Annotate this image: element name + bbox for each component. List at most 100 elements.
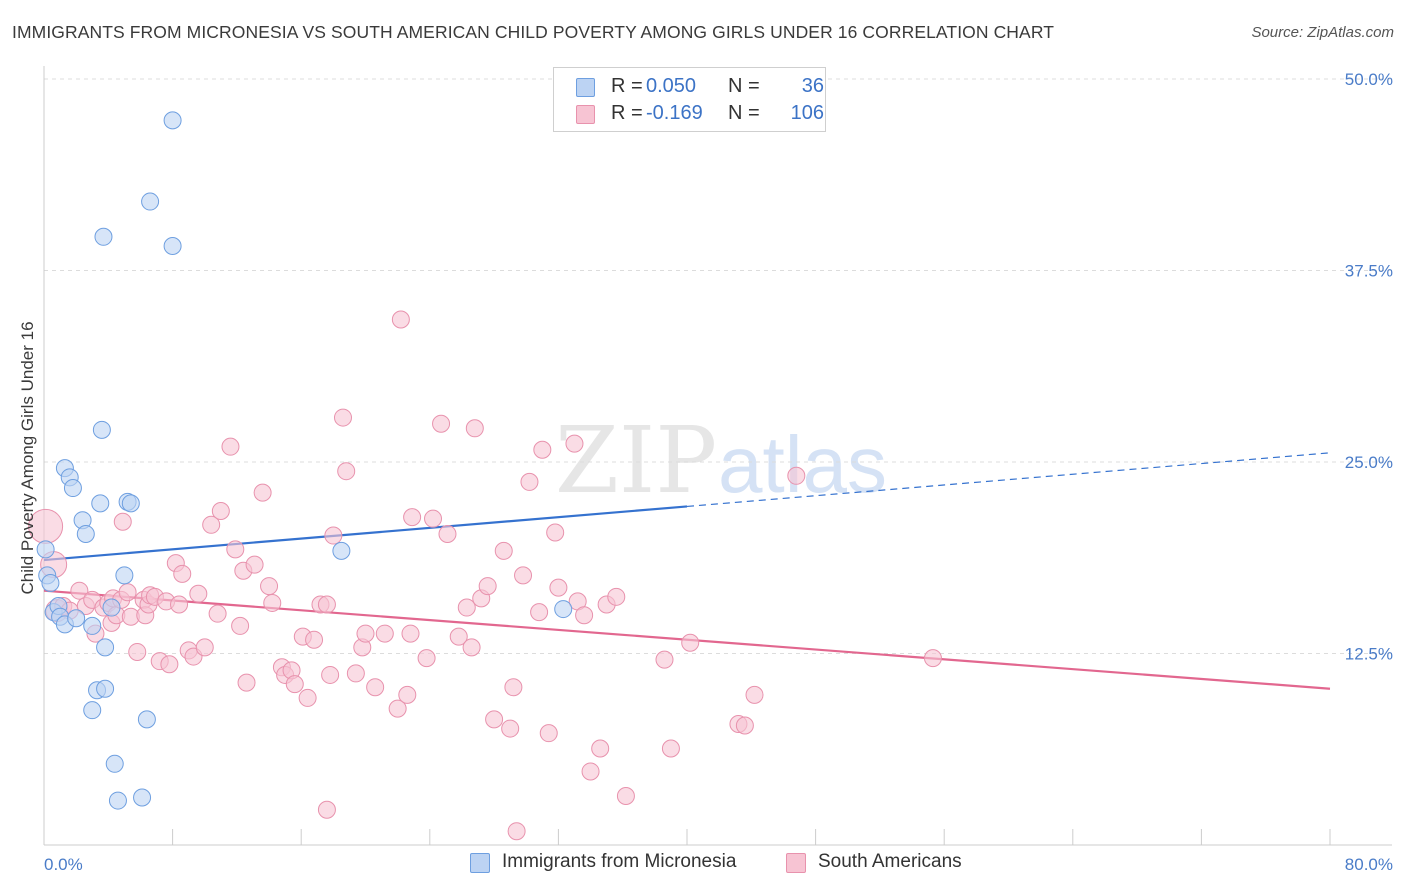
south-american-point <box>530 603 549 622</box>
y-tick-label: 50.0% <box>1345 70 1393 89</box>
micronesia-point <box>105 754 124 773</box>
y-tick-label: 25.0% <box>1345 453 1393 472</box>
micronesia-trend-line <box>43 505 688 562</box>
south-american-point <box>237 673 256 692</box>
south-american-point <box>285 675 304 694</box>
south-american-point <box>923 649 942 668</box>
south-american-point <box>616 786 635 805</box>
south-american-point <box>346 664 365 683</box>
south-american-point <box>787 466 806 485</box>
tick-labels: 12.5% 25.0% 37.5% 50.0% 0.0% 80.0% <box>44 70 1393 874</box>
south-american-point <box>607 587 626 606</box>
legend-n-label: N = <box>728 75 760 97</box>
legend-swatch-pink <box>576 105 595 124</box>
axes <box>43 66 1392 846</box>
south-american-point <box>298 688 317 707</box>
micronesia-point <box>92 420 111 439</box>
south-american-point <box>231 616 250 635</box>
south-american-point <box>211 502 230 521</box>
south-american-point <box>745 685 764 704</box>
micronesia-point <box>554 600 573 619</box>
micronesia-point <box>96 638 115 657</box>
micronesia-point <box>141 192 160 211</box>
south-american-point <box>324 526 343 545</box>
south-american-point <box>398 685 417 704</box>
legend-n-label: N = <box>728 102 760 124</box>
south-american-point <box>417 649 436 668</box>
south-american-point <box>260 577 279 596</box>
south-american-point <box>507 822 526 841</box>
legend-n-value: 106 <box>790 102 824 124</box>
south-american-point <box>317 800 336 819</box>
bottom-legend-label: Immigrants from Micronesia <box>502 851 737 872</box>
micronesia-point <box>83 616 102 635</box>
south-american-point <box>581 762 600 781</box>
south-american-point <box>202 515 221 534</box>
y-tick-label: 12.5% <box>1345 645 1393 664</box>
south-american-point <box>655 650 674 669</box>
source-credit: Source: ZipAtlas.com <box>1251 24 1394 41</box>
south-american-point <box>337 462 356 481</box>
south-american-point <box>575 606 594 625</box>
chart-title: IMMIGRANTS FROM MICRONESIA VS SOUTH AMER… <box>12 22 1055 42</box>
south-american-point <box>504 678 523 697</box>
south-american-point <box>661 739 680 758</box>
south-american-point <box>501 719 520 738</box>
micronesia-point <box>83 701 102 720</box>
south-american-point <box>305 630 324 649</box>
legend-r-label: R = <box>611 102 643 124</box>
south-american-point <box>221 437 240 456</box>
south-american-point <box>565 434 584 453</box>
south-american-point <box>681 633 700 652</box>
south-american-point <box>356 624 375 643</box>
south-american-point <box>366 678 385 697</box>
micronesia-point <box>91 494 110 513</box>
micronesia-point <box>163 111 182 130</box>
south-american-point <box>245 555 264 574</box>
south-american-point <box>160 655 179 674</box>
south-american-point <box>333 408 352 427</box>
legend-r-label: R = <box>611 75 643 97</box>
micronesia-point <box>36 540 55 559</box>
south-american-point <box>226 540 245 559</box>
south-american-point <box>375 624 394 643</box>
south-american-point <box>388 699 407 718</box>
micronesia-point <box>94 227 113 246</box>
y-tick-label: 37.5% <box>1345 262 1393 281</box>
south-american-point <box>432 414 451 433</box>
micronesia-point <box>115 566 134 585</box>
south-american-point <box>549 578 568 597</box>
south-american-point <box>478 577 497 596</box>
watermark-atlas: atlas <box>718 420 887 509</box>
south-american-point <box>253 483 272 502</box>
bottom-legend-swatch-pink <box>786 853 806 873</box>
south-american-point <box>457 598 476 617</box>
south-american-point <box>462 638 481 657</box>
south-american-point <box>401 624 420 643</box>
south-american-point <box>438 525 457 544</box>
micronesia-point <box>102 598 121 617</box>
micronesia-point <box>133 788 152 807</box>
south-american-point <box>449 627 468 646</box>
x-tick-label: 0.0% <box>44 855 83 874</box>
south-american-point <box>539 724 558 743</box>
south-american-point <box>494 541 513 560</box>
correlation-legend: R = 0.050 N = 36 R = -0.169 N = 106 <box>553 67 826 132</box>
south-american-point <box>533 440 552 459</box>
south-american-point <box>170 595 189 614</box>
south-american-point <box>195 638 214 657</box>
micronesia-point <box>96 679 115 698</box>
watermark-zip: ZIP <box>555 407 717 514</box>
micronesia-point <box>163 236 182 255</box>
legend-r-value: 0.050 <box>646 75 697 97</box>
bottom-legend-swatch-blue <box>470 853 490 873</box>
micronesia-point <box>121 494 140 513</box>
micronesia-point <box>332 541 351 560</box>
south-american-point <box>189 584 208 603</box>
south-american-point <box>465 419 484 438</box>
south-american-point <box>485 710 504 729</box>
south-american-point <box>263 593 282 612</box>
south-american-point <box>514 566 533 585</box>
y-axis-label: Child Poverty Among Girls Under 16 <box>18 321 37 594</box>
